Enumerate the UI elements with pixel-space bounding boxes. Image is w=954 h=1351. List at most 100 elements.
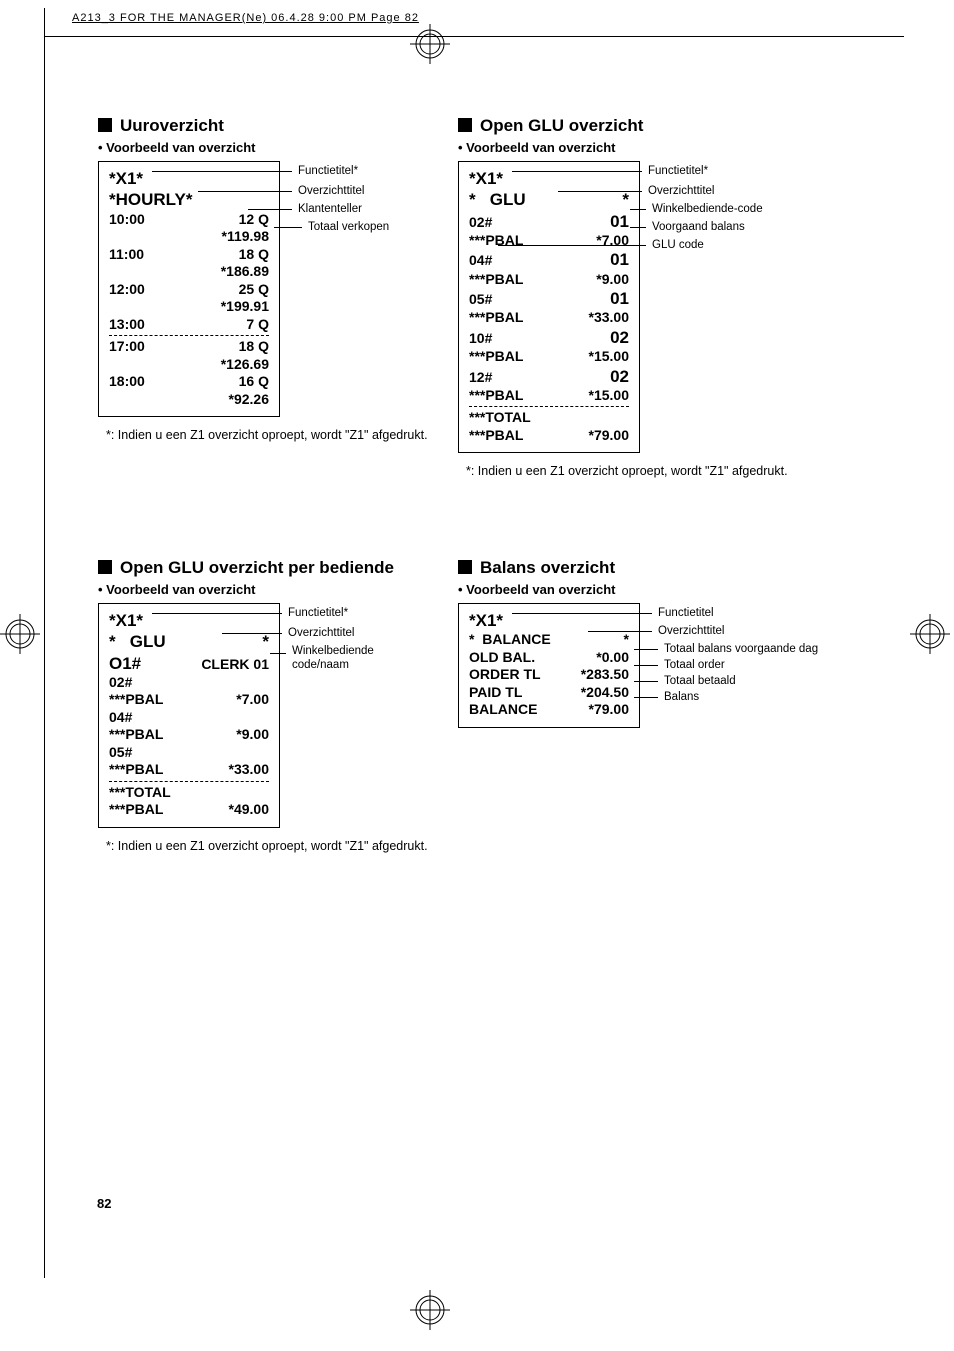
receipt-cell: 7 Q	[246, 316, 269, 334]
receipt-cell: CLERK 01	[201, 656, 269, 674]
title-text: Open GLU overzicht per bediende	[120, 558, 394, 577]
receipt-cell: 13:00	[109, 316, 145, 334]
header-slug-text: A213_3 FOR THE MANAGER(Ne) 06.4.28 9:00 …	[72, 12, 419, 24]
receipt-cell: * BALANCE	[469, 631, 551, 649]
receipt-cell: 01	[610, 249, 629, 270]
bullet-square-icon	[98, 560, 112, 574]
connector-line	[558, 191, 642, 192]
connector-line	[498, 245, 646, 246]
connector-line	[630, 209, 646, 210]
annotation: Winkelbediende-code	[652, 203, 763, 217]
section-title: Uuroverzicht	[98, 116, 473, 136]
receipt-cell: 18:00	[109, 373, 145, 391]
connector-line	[512, 171, 642, 172]
receipt-cell: *7.00	[596, 232, 629, 250]
connector-line	[274, 227, 302, 228]
receipt-cell: BALANCE	[469, 701, 537, 719]
title-text: Uuroverzicht	[120, 116, 224, 135]
connector-line	[630, 227, 646, 228]
annotation: Totaal betaald	[664, 675, 736, 689]
annotation: GLU code	[652, 239, 704, 253]
annotation: Overzichttitel	[658, 625, 724, 639]
connector-line	[222, 633, 282, 634]
receipt-cell: ***PBAL	[109, 691, 163, 709]
header-slug: A213_3 FOR THE MANAGER(Ne) 06.4.28 9:00 …	[72, 12, 419, 24]
receipt-divider	[109, 781, 269, 782]
receipt-cell: 18 Q	[239, 338, 269, 356]
receipt-glu: *X1* * GLU* 02#01 ***PBAL*7.00 04#01 ***…	[458, 161, 640, 453]
receipt-cell: 12 Q	[239, 211, 269, 229]
receipt-wrap: *X1* *HOURLY* 10:0012 Q *119.98 11:0018 …	[98, 161, 473, 417]
bullet-square-icon	[458, 118, 472, 132]
receipt-cell: ***PBAL	[469, 232, 523, 250]
receipt-line: *X1*	[469, 610, 503, 631]
connector-line	[248, 209, 292, 210]
receipt-cell: 01	[610, 211, 629, 232]
receipt-cell: *126.69	[221, 356, 269, 374]
receipt-cell: 02#	[469, 214, 492, 232]
annotation: Voorgaand balans	[652, 221, 745, 235]
page-number: 82	[97, 1196, 111, 1211]
receipt-cell: ***PBAL	[109, 761, 163, 779]
title-text: Open GLU overzicht	[480, 116, 643, 135]
receipt-cell: 04#	[469, 252, 492, 270]
receipt-wrap: *X1* * GLU* 02#01 ***PBAL*7.00 04#01 ***…	[458, 161, 833, 453]
receipt-cell: ***PBAL	[469, 309, 523, 327]
annotation: Functietitel*	[648, 165, 708, 179]
registration-mark-right	[910, 614, 950, 654]
receipt-cell: 01	[610, 288, 629, 309]
receipt-cell: ***TOTAL	[109, 784, 171, 802]
connector-line	[634, 681, 658, 682]
receipt-cell: *9.00	[236, 726, 269, 744]
annotation: Functietitel*	[298, 165, 358, 179]
receipt-line: *HOURLY*	[109, 189, 192, 210]
receipt-balance: *X1* * BALANCE* OLD BAL.*0.00 ORDER TL*2…	[458, 603, 640, 728]
receipt-cell: O1#	[109, 653, 141, 674]
registration-mark-left	[0, 614, 40, 654]
receipt-divider	[109, 335, 269, 336]
crop-top-hline	[44, 36, 904, 37]
receipt-cell: 02	[610, 366, 629, 387]
receipt-cell: *15.00	[589, 387, 629, 405]
connector-line	[152, 613, 282, 614]
sample-label: • Voorbeeld van overzicht	[458, 140, 833, 155]
page: A213_3 FOR THE MANAGER(Ne) 06.4.28 9:00 …	[0, 0, 954, 1351]
section-title: Balans overzicht	[458, 558, 833, 578]
receipt-wrap: *X1* * BALANCE* OLD BAL.*0.00 ORDER TL*2…	[458, 603, 833, 728]
registration-mark-top	[410, 24, 450, 64]
receipt-cell: 04#	[109, 709, 132, 727]
receipt-cell: *0.00	[596, 649, 629, 667]
receipt-cell: *	[262, 631, 269, 652]
receipt-cell: 05#	[469, 291, 492, 309]
receipt-cell: *15.00	[589, 348, 629, 366]
receipt-cell: ***PBAL	[469, 387, 523, 405]
connector-line	[152, 171, 292, 172]
receipt-cell: *	[624, 631, 629, 649]
receipt-cell: 10:00	[109, 211, 145, 229]
connector-line	[634, 697, 658, 698]
receipt-divider	[469, 406, 629, 407]
connector-line	[634, 665, 658, 666]
receipt-cell: ***PBAL	[469, 348, 523, 366]
connector-line	[512, 613, 652, 614]
receipt-cell: *49.00	[229, 801, 269, 819]
bullet-square-icon	[98, 118, 112, 132]
section-balance: Balans overzicht • Voorbeeld van overzic…	[458, 558, 833, 728]
receipt-cell: 25 Q	[239, 281, 269, 299]
receipt-cell: *199.91	[221, 298, 269, 316]
receipt-cell: *9.00	[596, 271, 629, 289]
section-hourly: Uuroverzicht • Voorbeeld van overzicht *…	[98, 116, 473, 444]
section-glu: Open GLU overzicht • Voorbeeld van overz…	[458, 116, 833, 480]
annotation: Overzichttitel	[288, 627, 354, 641]
annotation: Totaal verkopen	[308, 221, 389, 235]
annotation: Overzichttitel	[298, 185, 364, 199]
section-title: Open GLU overzicht per bediende	[98, 558, 473, 578]
sample-label: • Voorbeeld van overzicht	[98, 582, 473, 597]
receipt-wrap: *X1* * GLU* O1#CLERK 01 02# ***PBAL*7.00…	[98, 603, 473, 828]
receipt-cell: 10#	[469, 330, 492, 348]
annotation: Balans	[664, 691, 699, 705]
receipt-cell: 17:00	[109, 338, 145, 356]
footnote: *: Indien u een Z1 overzicht oproept, wo…	[466, 463, 806, 480]
receipt-cell: 05#	[109, 744, 132, 762]
receipt-cell: 11:00	[109, 246, 144, 264]
